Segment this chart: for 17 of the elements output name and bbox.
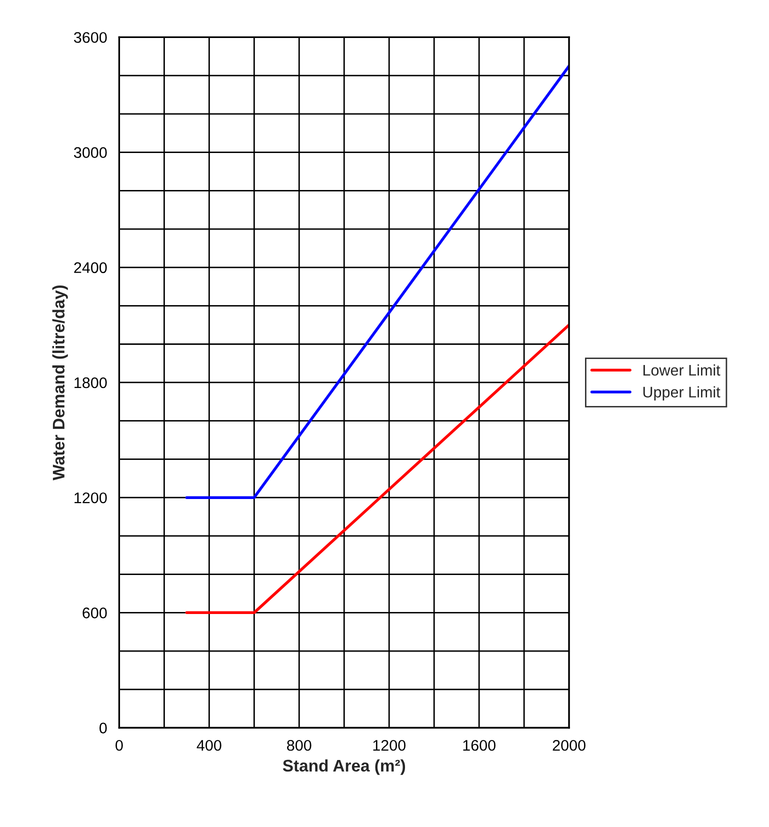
y-tick-label: 1800 bbox=[74, 377, 107, 388]
y-tick-label: 3600 bbox=[74, 32, 107, 43]
legend-label: Upper Limit bbox=[643, 386, 720, 401]
x-tick-label: 1600 bbox=[463, 740, 496, 751]
x-tick-label: 800 bbox=[287, 740, 312, 751]
x-tick-label: 1200 bbox=[373, 740, 406, 751]
y-tick-label: 0 bbox=[99, 722, 107, 734]
y-tick-label: 600 bbox=[82, 608, 107, 618]
legend-label: Lower Limit bbox=[643, 364, 720, 376]
x-tick-label: 400 bbox=[196, 740, 222, 751]
x-axis-title: Stand Area (m²) bbox=[282, 759, 406, 775]
y-tick-label: 3000 bbox=[74, 147, 107, 158]
y-tick-label: 1200 bbox=[74, 492, 107, 504]
y-axis-title: Water Demand (litre/day) bbox=[52, 285, 68, 480]
y-tick-label: 2400 bbox=[74, 262, 107, 274]
x-tick-label: 2000 bbox=[552, 740, 586, 751]
x-tick-label: 0 bbox=[116, 740, 123, 751]
